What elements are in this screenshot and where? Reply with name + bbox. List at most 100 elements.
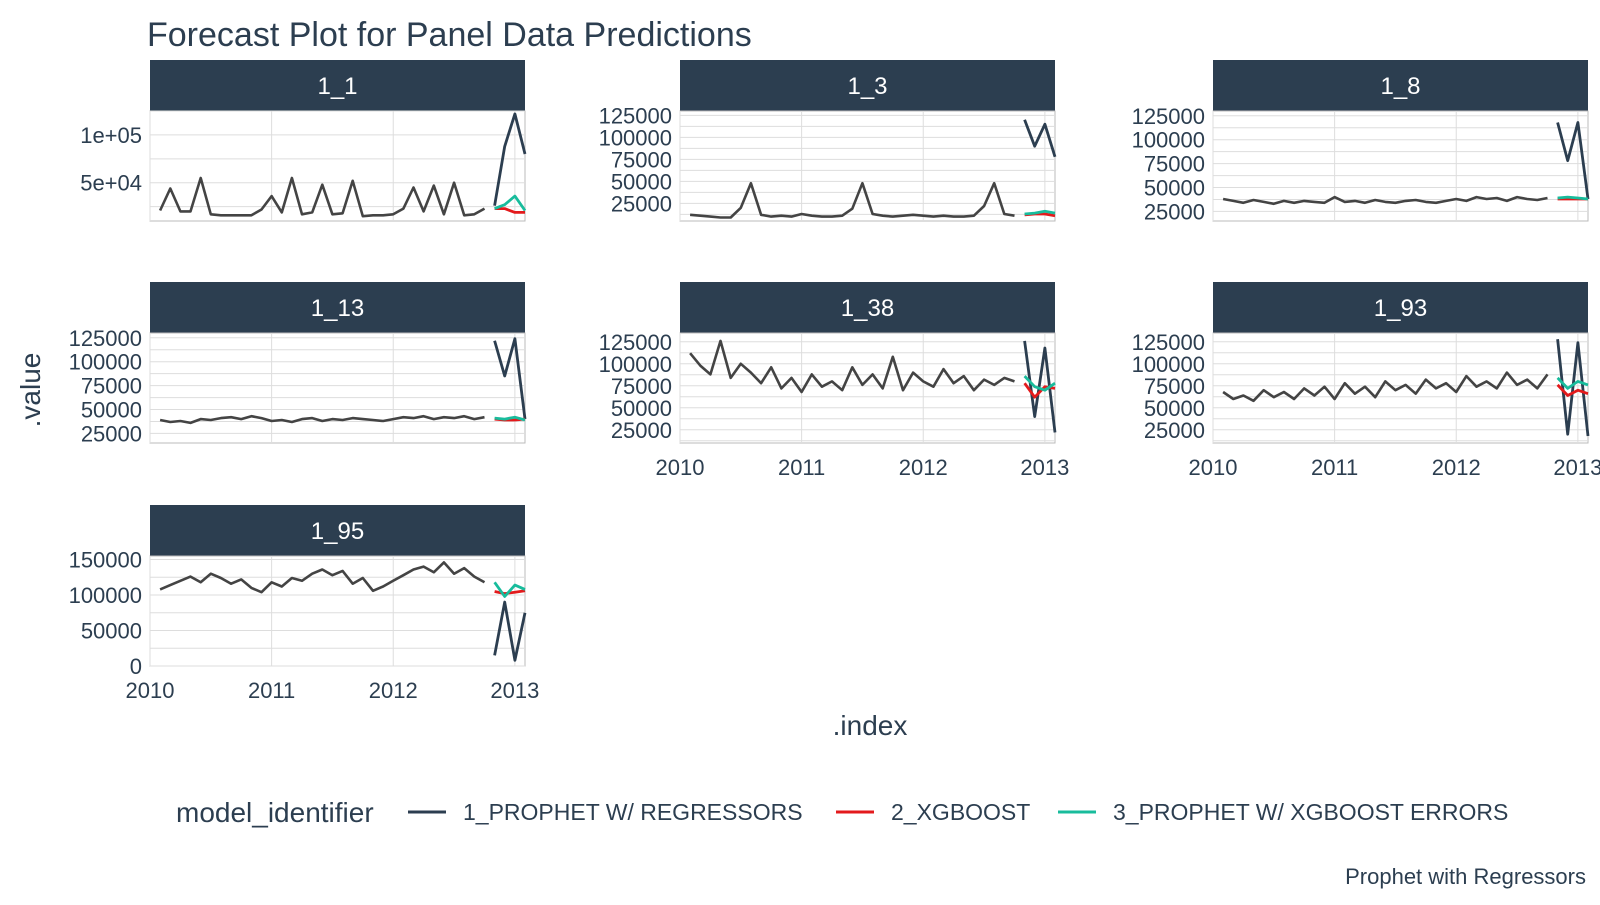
legend-label: 3_PROPHET W/ XGBOOST ERRORS [1113,799,1508,825]
y-tick-label: 150000 [69,548,142,573]
forecast-series-line [493,112,527,206]
x-tick-label: 2011 [248,678,295,703]
y-axis-label: .value [15,353,46,428]
x-tick-label: 2013 [1020,455,1069,480]
legend-title: model_identifier [176,797,374,828]
panel-background [149,332,526,444]
facet-strip-label: 1_8 [1380,73,1420,100]
x-tick-label: 2013 [490,678,539,703]
y-tick-label: 100000 [69,350,142,375]
y-tick-label: 50000 [1144,396,1205,421]
forecast-series-line [1556,121,1590,200]
panel-background [679,332,1056,444]
y-tick-label: 75000 [81,374,142,399]
chart-title: Forecast Plot for Panel Data Predictions [147,16,752,54]
facet-strip [150,282,525,333]
chart-caption: Prophet with Regressors [1345,864,1586,889]
x-tick-label: 2011 [1311,455,1358,480]
facet-strip-label: 1_38 [841,295,894,322]
actual-series-line [689,181,1015,219]
forecast-series-line [494,589,526,595]
facet-strip-label: 1_3 [847,73,887,100]
y-tick-label: 25000 [1144,199,1205,224]
y-tick-label: 100000 [1132,352,1205,377]
actual-series-line [1222,195,1548,206]
x-tick-label: 2010 [126,678,175,703]
facet-panel-1_1: 1_1 5e+04 1e+05 [80,60,527,222]
x-tick-label: 2012 [1432,455,1481,480]
forecast-series-line [1556,383,1589,397]
forecast-series-line [1023,375,1056,392]
x-tick-label: 2011 [778,455,825,480]
y-tick-label: 75000 [1144,152,1205,177]
actual-series-line [159,414,485,425]
forecast-series-line [1556,376,1589,390]
x-tick-label: 2012 [369,678,418,703]
forecast-series-line [1023,119,1057,158]
facet-strip-label: 1_93 [1374,295,1427,322]
y-tick-label: 100000 [1132,128,1205,153]
y-tick-label: 100000 [69,583,142,608]
y-tick-label: 25000 [81,421,142,446]
y-tick-label: 50000 [611,396,672,421]
facet-strip [150,60,525,111]
actual-series-line [158,176,486,218]
facet-strip-label: 1_1 [317,73,357,100]
actual-series-line [1222,371,1549,403]
actual-series-line [159,561,486,594]
facet-strip [1213,282,1588,333]
y-tick-label: 50000 [1144,176,1205,201]
y-tick-label: 125000 [1132,104,1205,129]
facet-strip-label: 1_13 [311,295,364,322]
y-tick-label: 75000 [611,374,672,399]
y-tick-label: 50000 [81,619,142,644]
x-tick-label: 2013 [1553,455,1600,480]
y-tick-label: 125000 [1132,330,1205,355]
y-tick-label: 25000 [1144,418,1205,443]
facet-strip-label: 1_95 [311,518,364,545]
y-tick-label: 50000 [611,169,672,194]
y-tick-label: 5e+04 [80,171,142,196]
y-tick-label: 75000 [611,147,672,172]
forecast-series-line [1556,339,1590,437]
facet-panel-1_95: 1_95 0 50000 100000 150000 2010 2011 2012 2013 [69,505,539,703]
actual-series-line [689,339,1015,394]
forecast-series-line [493,600,527,662]
x-tick-label: 2010 [656,455,705,480]
y-tick-label: 1e+05 [80,123,142,148]
y-tick-label: 100000 [599,125,672,150]
panel-background [679,110,1056,222]
y-tick-label: 0 [130,654,142,679]
x-axis-label: .index [833,710,908,741]
legend: model_identifier 1_PROPHET W/ REGRESSORS… [176,797,1508,828]
forecast-series-line [493,581,526,598]
y-tick-label: 125000 [69,326,142,351]
forecast-series-line [1557,195,1589,201]
y-tick-label: 25000 [611,191,672,216]
y-tick-label: 125000 [599,103,672,128]
facet-panels: 1_15e+041e+051_3250005000075000100000125… [69,60,1600,703]
x-tick-label: 2010 [1189,455,1238,480]
facet-strip [1213,60,1588,111]
x-tick-label: 2012 [899,455,948,480]
legend-label: 1_PROPHET W/ REGRESSORS [463,799,803,825]
legend-label: 2_XGBOOST [891,799,1030,825]
forecast-series-line [1023,340,1057,433]
forecast-series-line [1024,209,1056,216]
forecast-series-line [494,415,526,422]
panel-background [149,110,526,222]
y-tick-label: 125000 [599,330,672,355]
forecast-series-line [494,194,527,212]
forecast-series-line [493,337,527,420]
y-tick-label: 75000 [1144,374,1205,399]
facet-strip [150,505,525,556]
y-tick-label: 50000 [81,398,142,423]
facet-strip [680,60,1055,111]
